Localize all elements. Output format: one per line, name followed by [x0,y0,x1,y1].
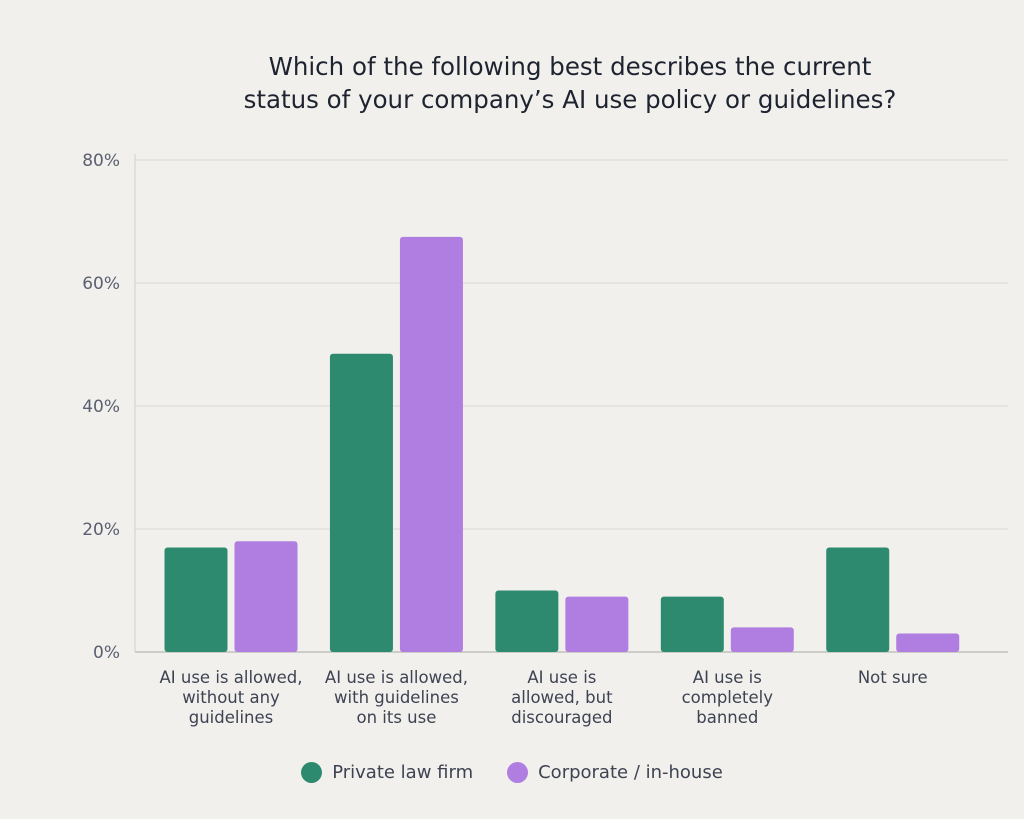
x-category-label: with guidelines [334,688,459,707]
legend-item-corporate-in-house: Corporate / in-house [507,762,723,783]
x-category-label: AI use is allowed, [159,668,302,687]
x-category-label: AI use is [527,668,596,687]
x-category-label: without any [182,688,280,707]
bar-corporate-in-house [234,541,298,652]
x-category-label: AI use is [693,668,762,687]
x-category-label: allowed, but [511,688,613,707]
y-tick-label: 60% [82,274,120,294]
x-category-label: Not sure [858,668,928,687]
legend-label-corporate-in-house: Corporate / in-house [538,762,723,783]
x-category-label: guidelines [189,708,274,727]
bar-corporate-in-house [896,633,960,652]
x-category-label: banned [696,708,758,727]
y-tick-label: 80% [82,151,120,171]
x-category-label: discouraged [511,708,612,727]
legend-item-private-law-firm: Private law firm [301,762,473,783]
bar-private-law-firm [495,590,559,652]
bar-private-law-firm [826,547,890,652]
chart-title-line-1: Which of the following best describes th… [268,52,872,81]
y-tick-label: 0% [93,643,120,663]
legend-label-private-law-firm: Private law firm [332,762,474,783]
chart-title: Which of the following best describes th… [150,50,990,116]
x-category-label: on its use [356,708,436,727]
bar-private-law-firm [164,547,228,652]
x-category-label: AI use is allowed, [325,668,468,687]
x-category-label: completely [682,688,774,707]
chart-legend: Private law firm Corporate / in-house [0,762,1024,783]
chart-title-line-2: status of your company’s AI use policy o… [243,85,897,114]
y-tick-label: 40% [82,397,120,417]
bar-corporate-in-house [565,596,629,652]
bar-corporate-in-house [730,627,794,652]
legend-swatch-corporate-in-house [507,762,529,783]
bar-private-law-firm [660,596,724,652]
legend-swatch-private-law-firm [301,762,323,783]
y-tick-label: 20% [82,520,120,540]
bar-private-law-firm [329,353,393,652]
bar-corporate-in-house [399,236,463,652]
